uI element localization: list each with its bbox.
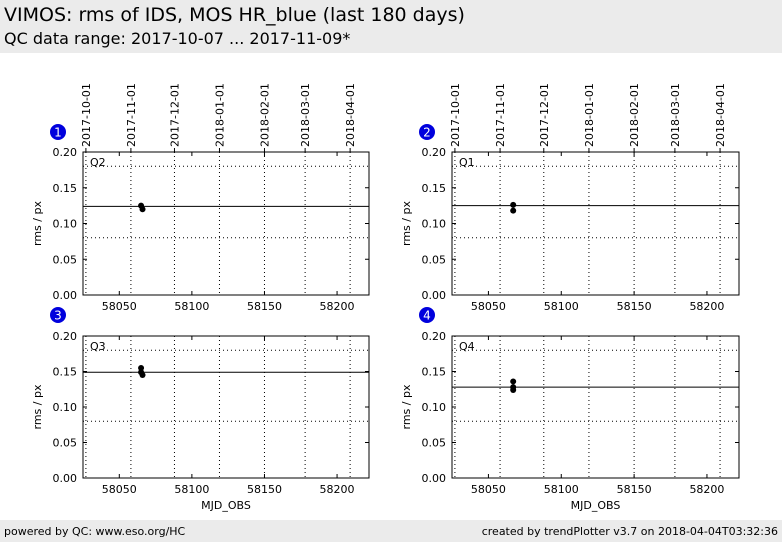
panel-1-badge <box>50 124 66 140</box>
panel-2-data-point <box>510 207 517 214</box>
panel-2: 58050 58100 58150 58200 0.00 0.05 0.10 0.15 0.20… <box>400 83 740 313</box>
panel-2-ytick-label: 0.10 <box>422 218 447 231</box>
panel-2-ytick-label: 0.00 <box>422 289 447 302</box>
panel-1: 58050 58100 58150 58200 0.00 0.05 0.10 0.15 0.20… <box>31 83 370 313</box>
panel-1-date-label: 2017-11-01 <box>125 83 138 147</box>
panel-4-ytick-label: 0.10 <box>422 401 447 414</box>
panel-3: 58050 58100 58150 58200 0.00 0.05 0.10 0.15 0.20… <box>31 307 370 512</box>
panel-3-ytick-label: 0.20 <box>53 330 78 343</box>
header-bar: VIMOS: rms of IDS, MOS HR_blue (last 180… <box>0 0 782 53</box>
footer-generator: created by trendPlotter v3.7 on 2018-04-… <box>481 525 778 538</box>
panel-4-ytick-label: 0.20 <box>422 330 447 343</box>
panel-3-xtick-label: 58150 <box>247 483 282 496</box>
panel-1-quadrant-label: Q2 <box>90 156 106 169</box>
panel-4-frame <box>451 335 740 479</box>
panel-2-badge <box>419 124 435 140</box>
panel-2-quadrant-label: Q1 <box>459 156 475 169</box>
panel-1-date-label: 2018-03-01 <box>299 83 312 147</box>
panel-1-xtick-label: 58050 <box>102 300 137 313</box>
panel-4-data-point <box>510 386 517 393</box>
panel-4-ylabel: rms / px <box>400 384 413 429</box>
trend-plots: 58050 58100 58150 58200 0.00 0.05 0.10 0.15 0.20… <box>31 83 740 512</box>
panel-2-date-label: 2017-11-01 <box>494 83 507 147</box>
panel-4-ytick-label: 0.00 <box>422 472 447 485</box>
panel-1-date-label: 2018-04-01 <box>344 83 357 147</box>
panel-2-ytick-label: 0.15 <box>422 182 447 195</box>
panel-1-ytick-label: 0.00 <box>53 289 78 302</box>
panel-2-xtick-label: 58100 <box>544 300 579 313</box>
panel-2-date-label: 2018-01-01 <box>583 83 596 147</box>
panel-4-badge <box>419 307 435 323</box>
panel-2-frame <box>451 151 740 296</box>
panel-1-frame <box>82 151 370 296</box>
panel-1-data-point <box>139 206 146 213</box>
panel-3-data-point <box>138 364 145 371</box>
panel-1-ytick-label: 0.15 <box>53 182 78 195</box>
panel-3-data-point <box>139 372 146 379</box>
panel-2-ytick-label: 0.20 <box>422 146 447 159</box>
panel-3-xtick-label: 58050 <box>102 483 137 496</box>
panel-2-xtick-label: 58200 <box>689 300 724 313</box>
panel-2-date-label: 2018-02-01 <box>628 83 641 147</box>
page-subtitle: QC data range: 2017-10-07 ... 2017-11-09… <box>4 29 351 48</box>
panel-3-ytick-label: 0.00 <box>53 472 78 485</box>
panel-1-ytick-label: 0.20 <box>53 146 78 159</box>
panel-3-frame <box>82 335 370 479</box>
panel-3-xlabel: MJD_OBS <box>201 499 251 512</box>
panel-4-ytick-label: 0.05 <box>422 437 447 450</box>
panel-2-data-point <box>510 201 517 208</box>
panel-2-date-label: 2018-03-01 <box>669 83 682 147</box>
panel-4-xlabel: MJD_OBS <box>571 499 621 512</box>
panel-4-data-point <box>510 378 517 385</box>
panel-1-date-label: 2017-10-01 <box>80 83 93 147</box>
panel-2-xtick-label: 58050 <box>471 300 506 313</box>
panel-4-ytick-label: 0.15 <box>422 366 447 379</box>
page-title: VIMOS: rms of IDS, MOS HR_blue (last 180… <box>4 4 465 26</box>
panel-1-date-label: 2017-12-01 <box>168 83 181 147</box>
panel-2-ylabel: rms / px <box>400 201 413 246</box>
panel-1-ytick-label: 0.05 <box>53 253 78 266</box>
panel-2-date-label: 2017-12-01 <box>538 83 551 147</box>
panel-1-date-label: 2018-01-01 <box>213 83 226 147</box>
panel-3-badge-number: 3 <box>54 309 62 323</box>
panel-3-ytick-label: 0.05 <box>53 437 78 450</box>
panel-3-xtick-label: 58100 <box>174 483 209 496</box>
panel-1-xtick-label: 58200 <box>320 300 355 313</box>
panel-2-xtick-label: 58150 <box>617 300 652 313</box>
footer-bar: powered by QC: www.eso.org/HC created by… <box>0 520 782 542</box>
panel-1-xtick-label: 58100 <box>174 300 209 313</box>
panel-3-ylabel: rms / px <box>31 384 44 429</box>
panel-2-ytick-label: 0.05 <box>422 253 447 266</box>
panel-4-xtick-label: 58150 <box>617 483 652 496</box>
panel-3-quadrant-label: Q3 <box>90 340 106 353</box>
panel-1-ytick-label: 0.10 <box>53 218 78 231</box>
panel-4-quadrant-label: Q4 <box>459 340 475 353</box>
footer-credit: powered by QC: www.eso.org/HC <box>4 525 186 538</box>
panel-4-xtick-label: 58050 <box>471 483 506 496</box>
panel-1-badge-number: 1 <box>54 126 62 140</box>
panel-4-xtick-label: 58200 <box>689 483 724 496</box>
panel-2-date-label: 2018-04-01 <box>714 83 727 147</box>
panel-2-badge-number: 2 <box>423 126 431 140</box>
panel-3-ytick-label: 0.10 <box>53 401 78 414</box>
panel-1-date-label: 2018-02-01 <box>258 83 271 147</box>
panel-3-xtick-label: 58200 <box>320 483 355 496</box>
panel-2-date-label: 2017-10-01 <box>449 83 462 147</box>
panel-3-ytick-label: 0.15 <box>53 366 78 379</box>
panel-4: 58050 58100 58150 58200 0.00 0.05 0.10 0.15 0.20… <box>400 307 740 512</box>
panel-1-ylabel: rms / px <box>31 201 44 246</box>
panel-4-badge-number: 4 <box>423 309 431 323</box>
panel-4-xtick-label: 58100 <box>544 483 579 496</box>
panel-3-badge <box>50 307 66 323</box>
panel-1-xtick-label: 58150 <box>247 300 282 313</box>
